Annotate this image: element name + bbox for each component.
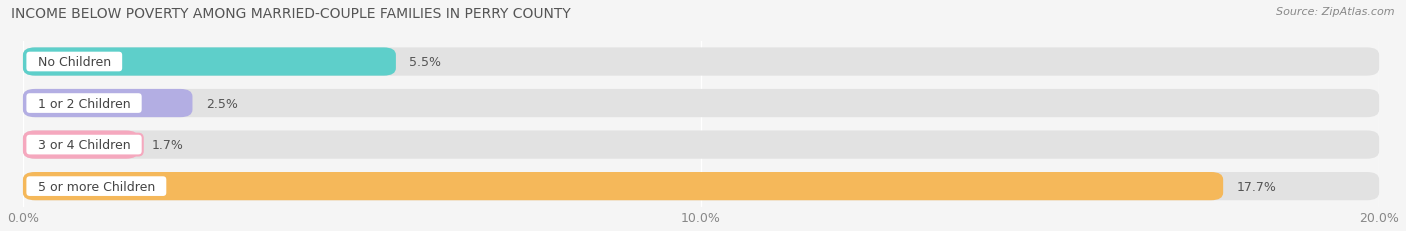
FancyBboxPatch shape [22,172,1379,200]
FancyBboxPatch shape [22,90,193,118]
Text: INCOME BELOW POVERTY AMONG MARRIED-COUPLE FAMILIES IN PERRY COUNTY: INCOME BELOW POVERTY AMONG MARRIED-COUPL… [11,7,571,21]
Text: 1.7%: 1.7% [152,139,184,152]
FancyBboxPatch shape [22,131,1379,159]
Text: 3 or 4 Children: 3 or 4 Children [30,139,138,152]
Text: No Children: No Children [30,56,120,69]
FancyBboxPatch shape [22,172,1223,200]
Text: 2.5%: 2.5% [207,97,238,110]
FancyBboxPatch shape [22,48,396,76]
Text: 1 or 2 Children: 1 or 2 Children [30,97,138,110]
Text: 17.7%: 17.7% [1237,180,1277,193]
FancyBboxPatch shape [22,131,138,159]
FancyBboxPatch shape [22,48,1379,76]
FancyBboxPatch shape [22,90,1379,118]
Text: Source: ZipAtlas.com: Source: ZipAtlas.com [1277,7,1395,17]
Text: 5.5%: 5.5% [409,56,441,69]
Text: 5 or more Children: 5 or more Children [30,180,163,193]
